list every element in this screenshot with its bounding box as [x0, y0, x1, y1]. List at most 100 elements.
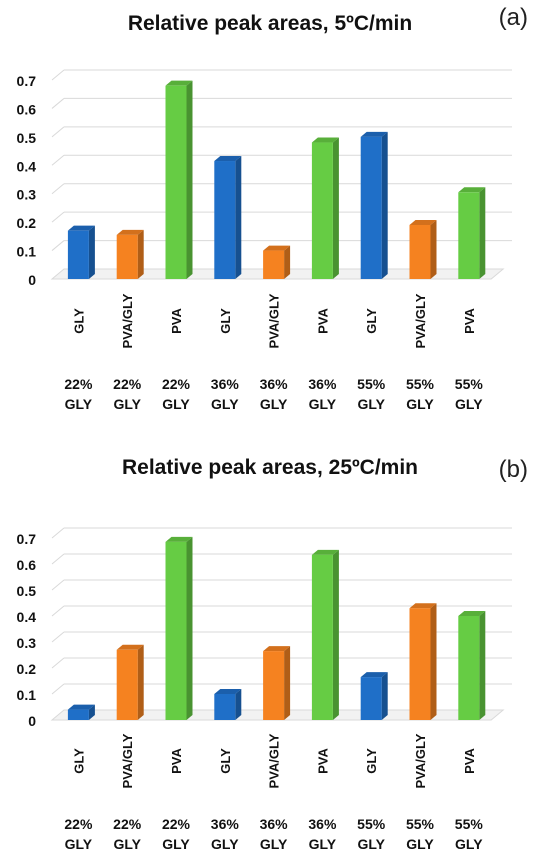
bar-top — [165, 80, 193, 86]
bar-side — [430, 603, 437, 720]
y-tick-label: 0.2 — [17, 215, 37, 231]
bar-side — [381, 131, 388, 279]
bar — [116, 234, 138, 279]
bar-top — [263, 646, 291, 652]
bar-chart: 0 0.1 0.2 0.3 0.4 0.5 0.6 0.7 GLY 22% GLY PVA/GLY 22… — [17, 527, 512, 852]
bar — [165, 85, 187, 279]
x-group-label: 22% GLY — [64, 376, 93, 412]
bar — [263, 651, 285, 720]
bar-side — [479, 187, 486, 279]
bar-side — [88, 704, 95, 720]
bar — [263, 250, 285, 279]
y-tick-label: 0.6 — [17, 101, 37, 117]
chart-title: Relative peak areas, 25ºC/min — [122, 456, 418, 479]
bar-side — [332, 137, 339, 279]
x-group-label: 22% GLY — [162, 376, 191, 412]
bar-top — [458, 611, 486, 616]
bar — [458, 616, 480, 720]
x-group-label: 36% GLY — [308, 816, 337, 852]
chart-title: Relative peak areas, 5ºC/min — [127, 12, 413, 35]
x-group-label: 36% GLY — [260, 816, 289, 852]
y-tick-label: 0.6 — [17, 557, 37, 573]
y-tick-label: 0 — [28, 272, 36, 288]
y-tick-label: 0.7 — [17, 73, 37, 89]
y-tick-label: 0.1 — [17, 687, 37, 703]
y-tick-label: 0.1 — [17, 244, 37, 260]
x-group-label: 36% GLY — [211, 816, 240, 852]
gridline-depth — [51, 657, 65, 669]
y-tick-label: 0.3 — [17, 187, 37, 203]
gridline-depth — [51, 240, 65, 251]
x-category-label: PVA/GLY — [413, 733, 428, 788]
bar — [311, 142, 333, 279]
gridline-depth — [51, 579, 65, 591]
x-category-label: PVA/GLY — [267, 293, 282, 348]
bar — [409, 224, 431, 279]
bar — [67, 709, 89, 720]
bar-side — [479, 611, 486, 720]
x-group-label: 36% GLY — [308, 376, 337, 412]
y-tick-label: 0.4 — [17, 609, 37, 625]
x-category-label: GLY — [364, 308, 379, 334]
bar-top — [116, 229, 144, 235]
bar-top — [360, 672, 388, 678]
x-category-label: GLY — [71, 748, 86, 774]
y-tick-label: 0.7 — [17, 531, 37, 547]
bar-side — [186, 536, 193, 720]
y-tick-label: 0 — [28, 713, 36, 729]
bar-top — [165, 536, 193, 542]
bar-side — [186, 80, 193, 279]
bar-chart: 0 0.1 0.2 0.3 0.4 0.5 0.6 0.7 GLY 22% GLY PVA/GLY 22… — [17, 69, 512, 412]
gridline-depth — [51, 605, 65, 617]
bar — [458, 192, 480, 279]
bar-top — [458, 187, 486, 193]
x-category-label: PVA/GLY — [120, 293, 135, 348]
x-category-label: PVA — [462, 308, 477, 334]
x-category-label: PVA — [462, 748, 477, 774]
x-group-label: 55% GLY — [357, 816, 386, 852]
x-category-label: PVA/GLY — [120, 733, 135, 788]
bar — [116, 649, 138, 720]
x-group-label: 55% GLY — [406, 376, 435, 412]
bar-side — [381, 672, 388, 720]
bar — [360, 136, 382, 279]
x-category-label: GLY — [218, 308, 233, 334]
bar-side — [235, 689, 242, 720]
bar — [67, 230, 89, 279]
bar-top — [409, 219, 437, 225]
bar-side — [284, 245, 291, 279]
panel-label: (b) — [498, 456, 528, 483]
bar-side — [137, 644, 144, 720]
bar-top — [116, 644, 144, 650]
bar — [165, 541, 187, 720]
x-category-label: PVA — [315, 748, 330, 774]
bar — [311, 554, 333, 720]
bar-top — [311, 549, 339, 555]
x-group-label: 22% GLY — [113, 816, 142, 852]
gridline-depth — [51, 211, 65, 223]
bar-side — [332, 549, 339, 720]
x-category-label: PVA — [169, 748, 184, 774]
bar-side — [137, 229, 144, 279]
x-category-label: PVA — [315, 308, 330, 334]
bar — [214, 161, 236, 279]
x-group-label: 55% GLY — [455, 376, 484, 412]
bar-side — [284, 646, 291, 720]
y-tick-label: 0.3 — [17, 635, 37, 651]
gridline-depth — [51, 98, 65, 109]
gridline-depth — [51, 183, 65, 195]
bar-top — [67, 704, 95, 710]
x-group-label: 55% GLY — [455, 816, 484, 852]
gridline-depth — [51, 631, 65, 643]
bar-top — [214, 156, 242, 162]
x-category-label: PVA/GLY — [267, 733, 282, 788]
bar-side — [430, 219, 437, 279]
bar-side — [88, 225, 95, 279]
x-group-label: 55% GLY — [406, 816, 435, 852]
panel-label: (a) — [498, 4, 528, 31]
gridline-depth — [51, 69, 65, 81]
x-category-label: GLY — [218, 748, 233, 774]
chart-panel-b: Relative peak areas, 25ºC/min (b) 0 0.1 0.… — [0, 440, 550, 860]
x-group-label: 36% GLY — [211, 376, 240, 412]
x-group-label: 22% GLY — [64, 816, 93, 852]
